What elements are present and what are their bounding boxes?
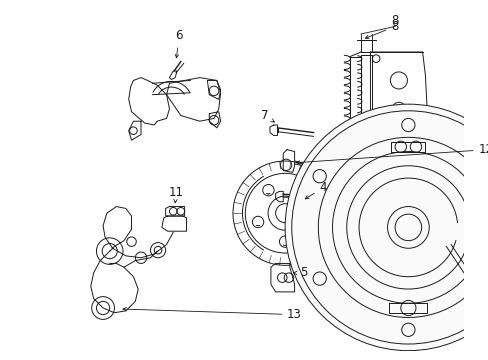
Text: 10: 10 bbox=[0, 359, 1, 360]
Text: 12: 12 bbox=[296, 143, 488, 164]
Text: 13: 13 bbox=[122, 307, 302, 321]
Text: 9: 9 bbox=[0, 359, 1, 360]
Text: 1: 1 bbox=[0, 359, 1, 360]
Circle shape bbox=[485, 135, 488, 358]
Text: 2: 2 bbox=[0, 359, 1, 360]
Text: 11: 11 bbox=[168, 186, 183, 203]
Text: 7: 7 bbox=[0, 359, 1, 360]
Circle shape bbox=[285, 104, 488, 351]
Text: 6: 6 bbox=[175, 30, 183, 58]
Text: 4: 4 bbox=[305, 181, 326, 199]
Text: 8: 8 bbox=[390, 14, 398, 27]
Text: 5: 5 bbox=[293, 266, 307, 279]
Circle shape bbox=[471, 229, 488, 282]
Text: 7: 7 bbox=[260, 109, 274, 122]
Text: 3: 3 bbox=[0, 359, 1, 360]
Text: 8: 8 bbox=[365, 20, 398, 39]
